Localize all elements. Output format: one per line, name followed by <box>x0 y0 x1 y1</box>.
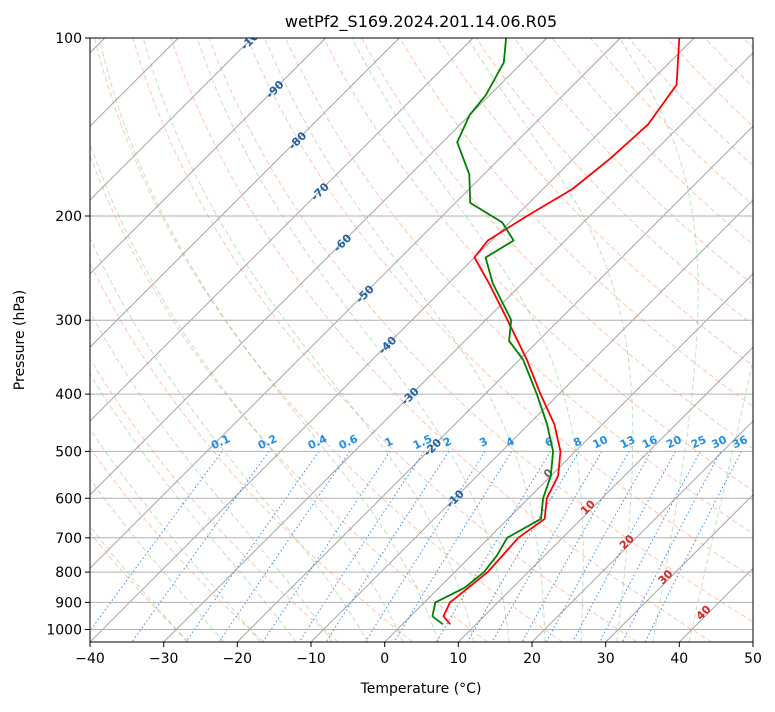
y-tick-label: 700 <box>55 531 82 547</box>
x-axis-title: Temperature (°C) <box>360 681 482 697</box>
x-tick-label: −10 <box>296 651 326 667</box>
x-tick-label: 30 <box>597 651 615 667</box>
y-tick-label: 100 <box>55 31 82 47</box>
x-tick-label: −40 <box>75 651 105 667</box>
x-tick-label: 10 <box>449 651 467 667</box>
x-tick-label: −30 <box>149 651 179 667</box>
y-tick-label: 600 <box>55 491 82 507</box>
x-tick-label: 40 <box>670 651 688 667</box>
chart-title: wetPf2_S169.2024.201.14.06.R05 <box>285 12 557 32</box>
y-tick-label: 400 <box>55 387 82 403</box>
y-axis-title: Pressure (hPa) <box>12 290 28 390</box>
x-tick-label: 50 <box>744 651 762 667</box>
y-tick-label: 800 <box>55 565 82 581</box>
y-tick-label: 1000 <box>46 623 82 639</box>
x-tick-label: 20 <box>523 651 541 667</box>
x-tick-label: 0 <box>380 651 389 667</box>
x-tick-label: −20 <box>223 651 253 667</box>
y-tick-label: 300 <box>55 313 82 329</box>
y-tick-label: 500 <box>55 444 82 460</box>
y-tick-label: 900 <box>55 595 82 611</box>
y-tick-label: 200 <box>55 209 82 225</box>
